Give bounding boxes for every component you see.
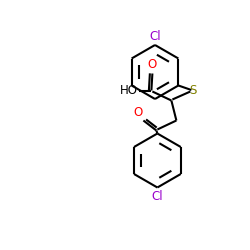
- Text: Cl: Cl: [149, 30, 161, 43]
- Text: O: O: [148, 58, 157, 71]
- Text: S: S: [190, 84, 197, 97]
- Text: Cl: Cl: [152, 190, 163, 202]
- Text: O: O: [133, 106, 142, 118]
- Text: HO: HO: [120, 84, 138, 97]
